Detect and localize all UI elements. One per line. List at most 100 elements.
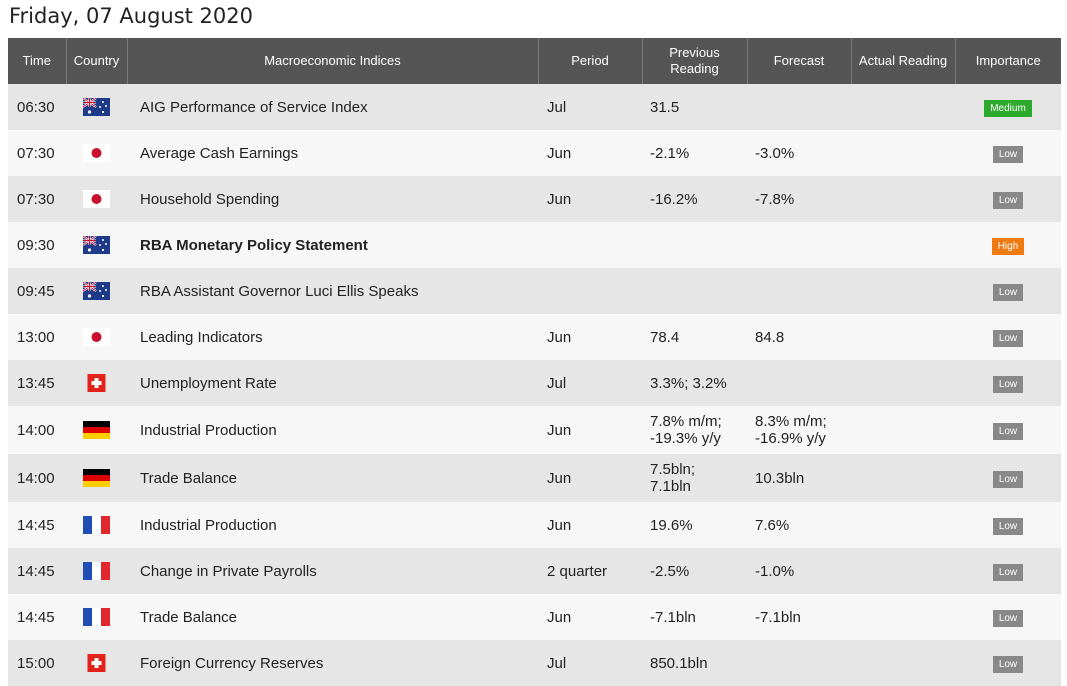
- actual-cell: [851, 640, 955, 686]
- time-cell: 14:00: [8, 454, 66, 502]
- importance-cell: Low: [955, 268, 1061, 314]
- forecast-line1: 8.3% m/m;: [755, 413, 827, 430]
- table-row: 13:45 Unemployment Rate Jul 3.3%; 3.2% Low: [8, 360, 1061, 406]
- importance-cell: Low: [955, 454, 1061, 502]
- previous-line1: 7.8% m/m;: [650, 413, 722, 430]
- table-row: 14:45 Trade Balance Jun -7.1bln -7.1bln Low: [8, 594, 1061, 640]
- previous-cell: -16.2%: [642, 176, 747, 222]
- importance-badge: Low: [992, 563, 1024, 581]
- actual-cell: [851, 314, 955, 360]
- importance-badge: Low: [992, 329, 1024, 347]
- table-row: 14:00 Industrial Production Jun 7.8% m/m; -1…: [8, 406, 1061, 454]
- table-row: 06:30 AIG Performance of Service Index Jul…: [8, 84, 1061, 130]
- period-cell: Jun: [538, 454, 642, 502]
- importance-cell: Low: [955, 548, 1061, 594]
- forecast-cell: -3.0%: [747, 130, 851, 176]
- actual-cell: [851, 594, 955, 640]
- actual-cell: [851, 222, 955, 268]
- importance-badge: Low: [992, 655, 1024, 673]
- header-previous: Previous Reading: [641, 38, 747, 84]
- table-row: 14:45 Change in Private Payrolls 2 quarter…: [8, 548, 1061, 594]
- header-country: Country: [65, 38, 127, 84]
- importance-cell: Medium: [955, 84, 1061, 130]
- previous-cell: -7.1bln: [642, 594, 747, 640]
- actual-cell: [851, 502, 955, 548]
- importance-badge: Low: [992, 283, 1024, 301]
- forecast-cell: -7.8%: [747, 176, 851, 222]
- header-previous-line2: Reading: [670, 61, 719, 76]
- indicator-name: Change in Private Payrolls: [127, 548, 538, 594]
- period-cell: [538, 268, 642, 314]
- table-row: 07:30 Household Spending Jun -16.2% -7.8% Low: [8, 176, 1061, 222]
- importance-cell: Low: [955, 176, 1061, 222]
- previous-line1: 850.1bln: [650, 654, 708, 672]
- previous-line1: -2.5%: [650, 562, 690, 580]
- indicator-name: Foreign Currency Reserves: [127, 640, 538, 686]
- importance-badge: Low: [992, 609, 1024, 627]
- importance-cell: Low: [955, 130, 1061, 176]
- previous-line1: 3.3%; 3.2%: [650, 374, 727, 392]
- time-cell: 09:30: [8, 222, 66, 268]
- table-row: 07:30 Average Cash Earnings Jun -2.1% -3.0% L…: [8, 130, 1061, 176]
- importance-badge: High: [991, 237, 1025, 255]
- forecast-line1: -7.1bln: [755, 608, 801, 626]
- importance-cell: Low: [955, 314, 1061, 360]
- germany-flag-icon: [83, 469, 110, 488]
- header-time: Time: [8, 38, 66, 84]
- importance-cell: Low: [955, 502, 1061, 548]
- period-cell: Jun: [538, 176, 642, 222]
- switzerland-flag-icon: [83, 374, 110, 393]
- time-cell: 13:45: [8, 360, 66, 406]
- header-indices: Macroeconomic Indices: [126, 38, 538, 84]
- indicator-name: Household Spending: [127, 176, 538, 222]
- previous-line1: -16.2%: [650, 190, 698, 208]
- table-row: 09:30 RBA Monetary Policy Statement High: [8, 222, 1061, 268]
- header-period: Period: [537, 38, 642, 84]
- indicator-name: Unemployment Rate: [127, 360, 538, 406]
- forecast-cell: 84.8: [747, 314, 851, 360]
- japan-flag-icon: [83, 328, 110, 347]
- period-cell: Jun: [538, 502, 642, 548]
- switzerland-flag-icon: [83, 654, 110, 673]
- previous-line1: 19.6%: [650, 516, 693, 534]
- time-cell: 14:45: [8, 548, 66, 594]
- indicator-name: Industrial Production: [127, 406, 538, 454]
- period-cell: [538, 222, 642, 268]
- indicator-name: Trade Balance: [127, 454, 538, 502]
- table-row: 14:00 Trade Balance Jun 7.5bln; 7.1bln 10.3bl…: [8, 454, 1061, 502]
- importance-badge: Low: [992, 191, 1024, 209]
- indicator-name: Trade Balance: [127, 594, 538, 640]
- actual-cell: [851, 454, 955, 502]
- country-cell: [66, 84, 127, 130]
- country-cell: [66, 130, 127, 176]
- forecast-line1: -3.0%: [755, 144, 795, 162]
- period-cell: Jun: [538, 594, 642, 640]
- importance-badge: Low: [992, 517, 1024, 535]
- germany-flag-icon: [83, 421, 110, 440]
- previous-line1: 31.5: [650, 98, 680, 116]
- period-cell: Jul: [538, 84, 642, 130]
- forecast-cell: [747, 640, 851, 686]
- header-actual: Actual Reading: [850, 38, 955, 84]
- france-flag-icon: [83, 516, 110, 535]
- page-title: Friday, 07 August 2020: [9, 4, 254, 28]
- previous-line2: 7.1bln: [650, 478, 691, 495]
- importance-cell: Low: [955, 594, 1061, 640]
- previous-cell: 31.5: [642, 84, 747, 130]
- previous-line1: 78.4: [650, 328, 680, 346]
- importance-cell: Low: [955, 640, 1061, 686]
- importance-badge: Low: [992, 422, 1024, 440]
- period-cell: Jun: [538, 130, 642, 176]
- indicator-name: RBA Assistant Governor Luci Ellis Speaks: [127, 268, 538, 314]
- period-cell: Jun: [538, 314, 642, 360]
- previous-line2: -19.3% y/y: [650, 430, 721, 447]
- actual-cell: [851, 130, 955, 176]
- period-cell: Jun: [538, 406, 642, 454]
- table-row: 14:45 Industrial Production Jun 19.6% 7.6% Lo…: [8, 502, 1061, 548]
- forecast-line1: 7.6%: [755, 516, 790, 534]
- period-cell: Jul: [538, 640, 642, 686]
- economic-calendar-table: Time Country Macroeconomic Indices Perio…: [8, 38, 1061, 686]
- indicator-name: RBA Monetary Policy Statement: [127, 222, 538, 268]
- forecast-cell: [747, 84, 851, 130]
- country-cell: [66, 502, 127, 548]
